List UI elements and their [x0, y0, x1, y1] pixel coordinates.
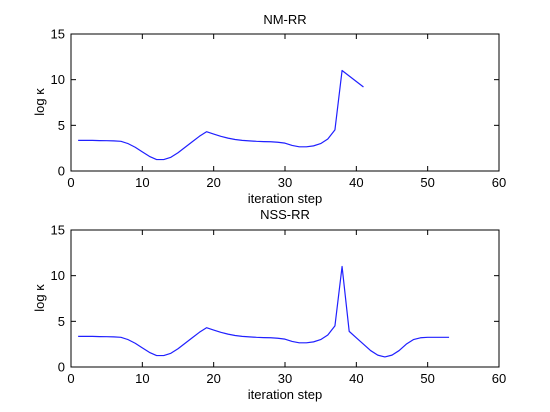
y-axis-label: log κ [32, 284, 47, 312]
y-tick-label: 15 [51, 223, 65, 238]
chart-title: NM-RR [263, 12, 306, 27]
x-tick-label: 40 [349, 371, 363, 386]
x-tick-label: 50 [420, 175, 434, 190]
x-tick-labels: 0 10 20 30 40 50 60 [67, 175, 506, 190]
tick-marks [70, 229, 500, 368]
plot-frame [70, 33, 500, 172]
y-axis-label: log κ [32, 88, 47, 116]
x-tick-label: 20 [206, 371, 220, 386]
series-line [78, 69, 364, 161]
subplot-nm-rr: NM-RR 0 10 20 30 40 50 60 0 5 10 15 iteration ste… [32, 12, 506, 206]
y-tick-label: 15 [51, 27, 65, 42]
y-tick-label: 0 [58, 164, 65, 179]
x-tick-label: 30 [278, 175, 292, 190]
x-tick-label: 60 [492, 175, 506, 190]
x-tick-label: 30 [278, 371, 292, 386]
x-axis-label: iteration step [248, 191, 322, 206]
plot-frame [70, 229, 500, 368]
y-tick-label: 10 [51, 72, 65, 87]
y-tick-labels: 0 5 10 15 [51, 27, 65, 179]
series-line [78, 265, 450, 358]
x-tick-label: 50 [420, 371, 434, 386]
chart-title: NSS-RR [260, 207, 310, 222]
x-tick-label: 10 [135, 371, 149, 386]
x-tick-label: 40 [349, 175, 363, 190]
x-tick-label: 0 [67, 175, 74, 190]
y-tick-label: 5 [58, 314, 65, 329]
y-tick-labels: 0 5 10 15 [51, 223, 65, 375]
x-tick-labels: 0 10 20 30 40 50 60 [67, 371, 506, 386]
x-axis-label: iteration step [248, 387, 322, 402]
y-tick-label: 0 [58, 360, 65, 375]
x-tick-label: 0 [67, 371, 74, 386]
x-tick-label: 10 [135, 175, 149, 190]
x-tick-label: 20 [206, 175, 220, 190]
tick-marks [70, 33, 500, 172]
y-tick-label: 5 [58, 118, 65, 133]
y-tick-label: 10 [51, 268, 65, 283]
subplot-nss-rr: NSS-RR 0 10 20 30 40 50 60 0 5 10 15 iteration st… [32, 207, 506, 402]
x-tick-label: 60 [492, 371, 506, 386]
